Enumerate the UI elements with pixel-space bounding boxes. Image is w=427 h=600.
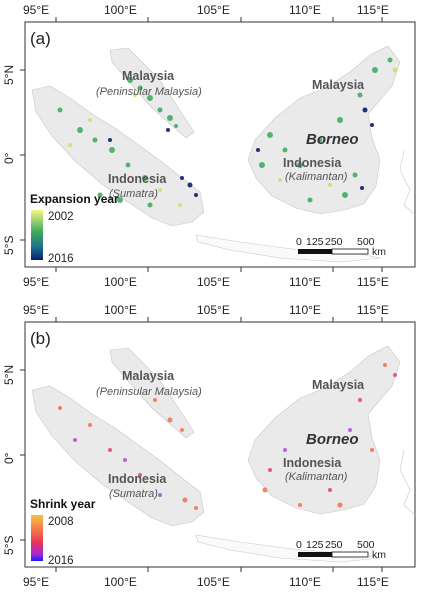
lon-tick-bottom: 95°E bbox=[23, 275, 49, 289]
label-malaysia-borneo: Malaysia bbox=[312, 378, 365, 392]
svg-text:125: 125 bbox=[306, 539, 324, 551]
lon-tick-top: 110°E bbox=[289, 3, 321, 17]
label-indonesia-sumatra: Indonesia bbox=[108, 472, 167, 486]
map-svg-a: 95°E 100°E 105°E 110°E 115°E 95°E 100°E … bbox=[2, 3, 416, 289]
lon-tick-bottom: 115°E bbox=[357, 275, 389, 289]
lon-tick-bottom: 100°E bbox=[104, 275, 137, 289]
svg-text:250: 250 bbox=[325, 539, 343, 551]
sumatra-shape bbox=[31, 385, 205, 527]
lon-tick-top: 105°E bbox=[197, 303, 230, 317]
legend-start: 2002 bbox=[48, 211, 74, 223]
legend-end: 2016 bbox=[48, 253, 74, 265]
label-indonesia-sumatra: Indonesia bbox=[108, 172, 167, 186]
map-panel-a: 95°E 100°E 105°E 110°E 115°E 95°E 100°E … bbox=[2, 3, 416, 289]
panel-label: (a) bbox=[30, 29, 51, 48]
label-borneo: Borneo bbox=[306, 431, 359, 448]
expansion-pixels bbox=[57, 57, 398, 208]
svg-text:km: km bbox=[372, 246, 386, 258]
lon-tick-top: 115°E bbox=[357, 303, 389, 317]
lon-tick-bottom: 95°E bbox=[23, 575, 49, 589]
label-kalimantan: (Kalimantan) bbox=[285, 171, 348, 183]
map-svg-b: 95°E 100°E 105°E 110°E 115°E 95°E 100°E … bbox=[2, 303, 416, 589]
label-sumatra: (Sumatra) bbox=[109, 488, 158, 500]
lon-tick-top: 110°E bbox=[289, 303, 321, 317]
label-indonesia-borneo: Indonesia bbox=[283, 156, 342, 170]
peninsular-malaysia-shape bbox=[109, 347, 195, 439]
svg-text:500: 500 bbox=[357, 539, 375, 551]
svg-text:km: km bbox=[372, 549, 386, 561]
lon-tick-top: 115°E bbox=[357, 3, 389, 17]
label-malaysia-peninsular: Malaysia bbox=[122, 69, 175, 83]
legend-title: Shrink year bbox=[30, 497, 96, 511]
peninsular-malaysia-shape bbox=[109, 47, 195, 139]
svg-text:0: 0 bbox=[296, 539, 302, 551]
svg-text:125: 125 bbox=[306, 236, 324, 248]
label-sumatra: (Sumatra) bbox=[109, 188, 158, 200]
label-malaysia-peninsular: Malaysia bbox=[122, 369, 175, 383]
lat-tick: 5°N bbox=[2, 365, 16, 385]
lat-tick: 5°N bbox=[2, 65, 16, 85]
lon-tick-top: 100°E bbox=[104, 3, 137, 17]
lon-tick-bottom: 110°E bbox=[289, 575, 321, 589]
sulawesi-outline bbox=[399, 449, 416, 516]
label-indonesia-borneo: Indonesia bbox=[283, 456, 342, 470]
svg-text:0: 0 bbox=[296, 236, 302, 248]
legend-colorbar bbox=[31, 515, 43, 561]
lon-tick-top: 105°E bbox=[197, 3, 230, 17]
svg-text:500: 500 bbox=[357, 236, 375, 248]
lon-tick-top: 95°E bbox=[23, 303, 49, 317]
scale-bar: 0 125 250 500 km bbox=[296, 539, 386, 561]
panel-label: (b) bbox=[30, 329, 51, 348]
legend-title: Expansion year bbox=[30, 192, 119, 206]
svg-text:250: 250 bbox=[325, 236, 343, 248]
legend-end: 2016 bbox=[48, 555, 74, 567]
scale-bar: 0 125 250 500 km bbox=[296, 236, 386, 258]
lat-tick: 0° bbox=[2, 152, 16, 164]
legend-colorbar bbox=[31, 210, 43, 260]
label-peninsular-malaysia: (Peninsular Malaysia) bbox=[96, 386, 202, 398]
lon-tick-top: 95°E bbox=[23, 3, 49, 17]
label-borneo: Borneo bbox=[306, 131, 359, 148]
legend-start: 2008 bbox=[48, 516, 74, 528]
map-panel-b: 95°E 100°E 105°E 110°E 115°E 95°E 100°E … bbox=[0, 300, 427, 600]
borneo-shape bbox=[247, 345, 401, 515]
lat-tick: 0° bbox=[2, 452, 16, 464]
sulawesi-outline bbox=[399, 149, 416, 216]
lon-tick-bottom: 100°E bbox=[104, 575, 137, 589]
lon-tick-bottom: 115°E bbox=[357, 575, 389, 589]
label-kalimantan: (Kalimantan) bbox=[285, 471, 348, 483]
shrink-pixels bbox=[58, 363, 397, 510]
lon-tick-bottom: 110°E bbox=[289, 275, 321, 289]
lon-tick-bottom: 105°E bbox=[197, 575, 230, 589]
lon-tick-top: 100°E bbox=[104, 303, 137, 317]
lat-tick: 5°S bbox=[2, 536, 16, 555]
borneo-shape bbox=[247, 45, 401, 215]
java-outline bbox=[195, 234, 381, 263]
lat-tick: 5°S bbox=[2, 236, 16, 255]
label-malaysia-borneo: Malaysia bbox=[312, 78, 365, 92]
lon-tick-bottom: 105°E bbox=[197, 275, 230, 289]
label-peninsular-malaysia: (Peninsular Malaysia) bbox=[96, 86, 202, 98]
